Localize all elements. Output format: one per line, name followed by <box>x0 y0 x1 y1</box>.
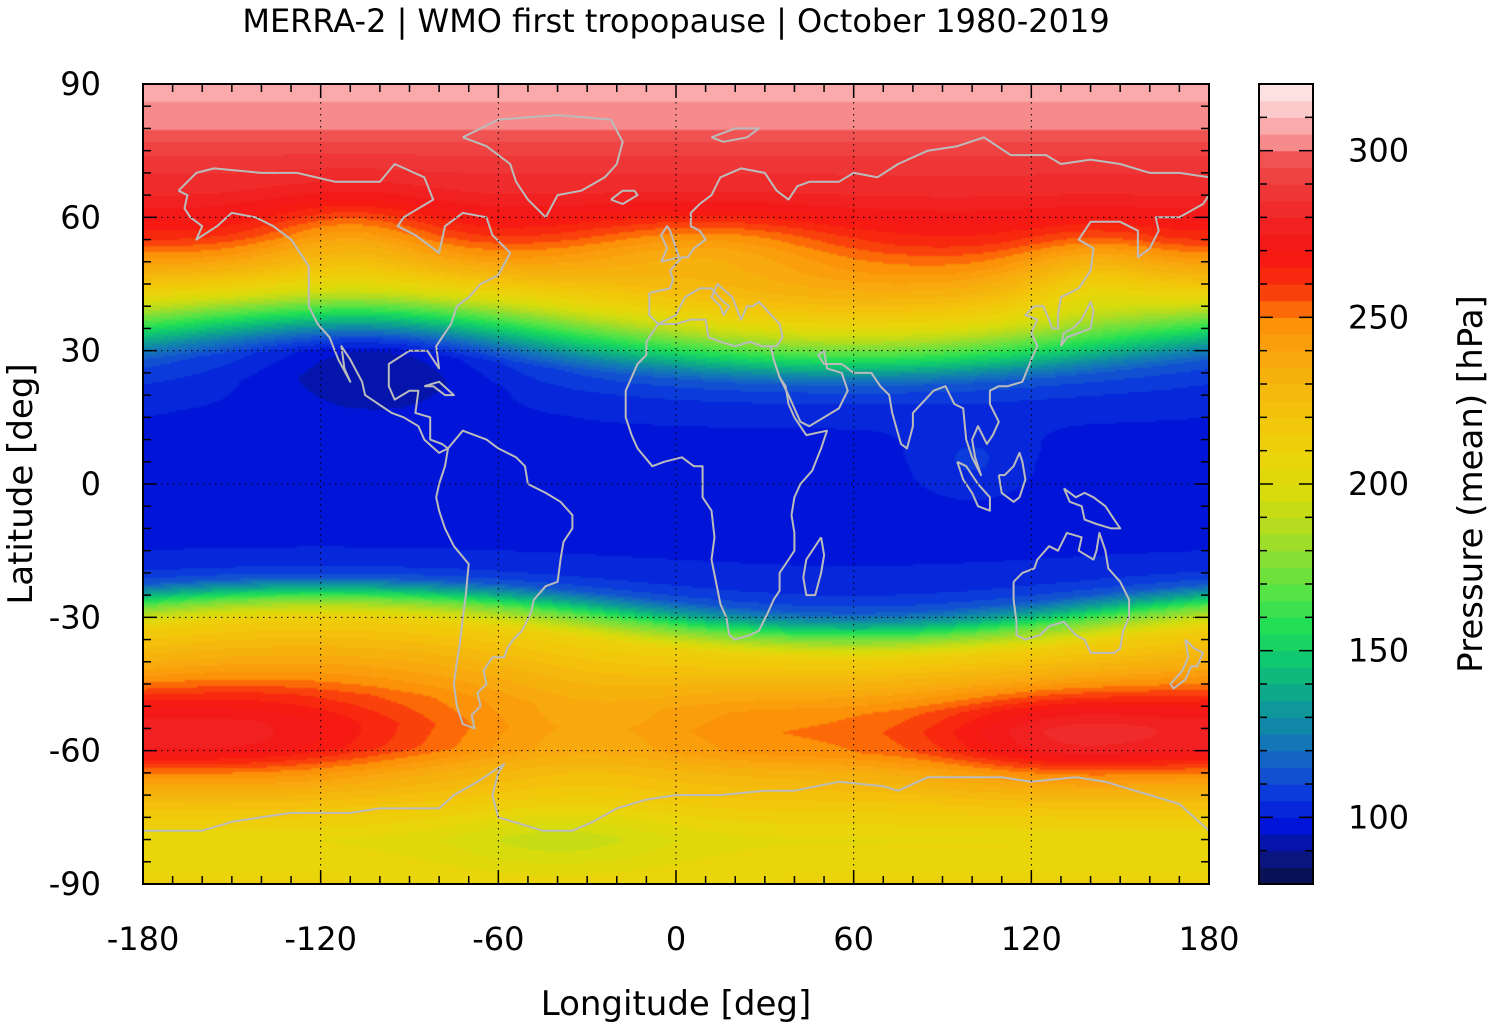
colorbar-swatch <box>1259 817 1313 835</box>
colorbar-swatch <box>1259 167 1313 185</box>
colorbar-swatch <box>1259 517 1313 535</box>
coast-uk <box>660 225 680 263</box>
colorbar-swatch <box>1259 734 1313 752</box>
x-tick-label: 180 <box>1178 920 1239 958</box>
colorbar-tick-label: 200 <box>1348 465 1409 503</box>
colorbar-swatch <box>1259 784 1313 802</box>
axis-ticks <box>142 83 1210 885</box>
colorbar-swatch <box>1259 717 1313 735</box>
colorbar-swatch <box>1259 650 1313 668</box>
y-tick-label: -30 <box>49 598 101 636</box>
colorbar-swatch <box>1259 567 1313 585</box>
colorbar-tick-labels: 100 150 200 250 300 <box>1348 132 1409 837</box>
colorbar-swatch <box>1259 684 1313 702</box>
y-tick-label: -60 <box>49 732 101 770</box>
y-tick-labels: -90 -60 -30 0 30 60 90 <box>49 65 101 903</box>
coast-svalbard <box>711 127 760 143</box>
colorbar-swatch <box>1259 384 1313 402</box>
colorbar-swatch <box>1259 117 1313 135</box>
colorbar-swatch <box>1259 234 1313 252</box>
plot-frame <box>142 83 1210 885</box>
x-tick-label: 120 <box>1001 920 1062 958</box>
y-tick-label: -90 <box>49 865 101 903</box>
coast-new-guinea <box>1062 487 1122 530</box>
colorbar-swatch <box>1259 267 1313 285</box>
colorbar-swatch <box>1259 400 1313 418</box>
y-tick-label: 0 <box>81 465 101 503</box>
y-tick-label: 30 <box>60 332 101 370</box>
x-tick-label: 0 <box>666 920 686 958</box>
grid-lines <box>143 84 1209 884</box>
colorbar-swatch <box>1259 300 1313 318</box>
colorbar-swatch <box>1259 100 1313 118</box>
x-tick-label: -60 <box>472 920 524 958</box>
y-tick-label: 60 <box>60 198 101 236</box>
colorbar-swatch <box>1259 450 1313 468</box>
colorbar-swatch <box>1259 667 1313 685</box>
colorbar-label: Pressure (mean) [hPa] <box>1451 295 1491 673</box>
colorbar-swatch <box>1259 867 1313 885</box>
colorbar-swatch <box>1259 317 1313 335</box>
colorbar-swatch <box>1259 200 1313 218</box>
colorbar-tick-label: 150 <box>1348 632 1409 670</box>
colorbar-swatch <box>1259 484 1313 502</box>
coast-borneo <box>997 451 1027 503</box>
colorbar-swatch <box>1259 750 1313 768</box>
colorbar-swatch <box>1259 617 1313 635</box>
colorbar-swatch <box>1259 184 1313 202</box>
colorbar-swatch <box>1259 367 1313 385</box>
coast-eurasia <box>648 136 1209 477</box>
colorbar-swatch <box>1259 434 1313 452</box>
coast-japan <box>1059 300 1095 347</box>
colorbar-swatch <box>1259 284 1313 302</box>
colorbar-swatch <box>1259 217 1313 235</box>
y-axis-label: Latitude [deg] <box>1 363 41 604</box>
colorbar-swatch <box>1259 700 1313 718</box>
x-tick-label: -180 <box>107 920 180 958</box>
colorbar-swatch <box>1259 534 1313 552</box>
coast-madagascar <box>802 536 826 597</box>
colorbar-swatch <box>1259 600 1313 618</box>
colorbar-swatch <box>1259 500 1313 518</box>
y-tick-label: 90 <box>60 65 101 103</box>
x-axis-label: Longitude [deg] <box>541 984 812 1024</box>
coast-antarctica <box>143 763 1209 832</box>
chart-title: MERRA-2 | WMO first tropopause | October… <box>242 2 1109 40</box>
colorbar-swatch <box>1259 150 1313 168</box>
x-tick-labels: -180 -120 -60 0 60 120 180 <box>107 920 1240 958</box>
colorbar <box>1259 84 1313 885</box>
colorbar-tick-label: 250 <box>1348 298 1409 336</box>
coast-australia <box>1012 531 1131 654</box>
colorbar-swatch <box>1259 350 1313 368</box>
colorbar-swatch <box>1259 767 1313 785</box>
coast-cuba <box>424 380 455 397</box>
coast-iceland <box>610 189 639 205</box>
colorbar-tick-label: 100 <box>1348 798 1409 836</box>
x-tick-label: -120 <box>284 920 357 958</box>
colorbar-swatch <box>1259 584 1313 602</box>
colorbar-frame <box>1258 83 1314 885</box>
colorbar-swatch <box>1259 800 1313 818</box>
colorbar-swatch <box>1259 467 1313 485</box>
colorbar-swatch <box>1259 417 1313 435</box>
coast-south-america <box>435 429 574 730</box>
colorbar-swatch <box>1259 134 1313 152</box>
colorbar-swatch <box>1259 850 1313 868</box>
coast-north-america <box>177 163 512 454</box>
colorbar-tick-label: 300 <box>1348 132 1409 170</box>
colorbar-swatch <box>1259 84 1313 102</box>
x-tick-label: 60 <box>833 920 874 958</box>
colorbar-swatch <box>1259 334 1313 352</box>
coast-africa <box>624 318 828 641</box>
colorbar-swatch <box>1259 634 1313 652</box>
colorbar-swatch <box>1259 834 1313 852</box>
coast-greenland <box>462 114 624 219</box>
colorbar-swatch <box>1259 250 1313 268</box>
coast-new-zealand <box>1169 638 1205 690</box>
colorbar-swatch <box>1259 550 1313 568</box>
coastlines <box>143 114 1209 832</box>
